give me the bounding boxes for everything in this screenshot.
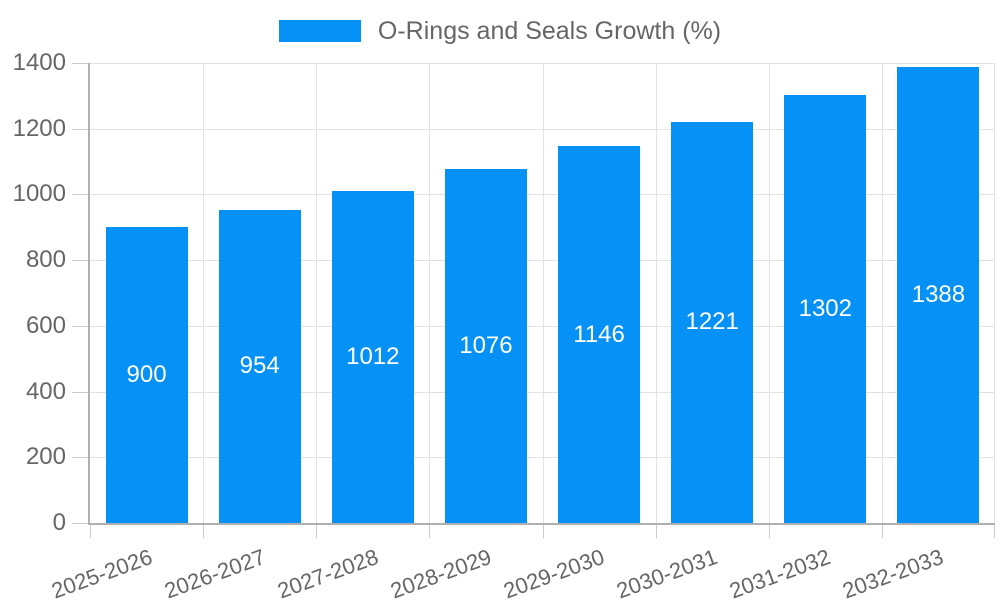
x-tick (994, 525, 995, 538)
y-tick (72, 260, 88, 262)
x-gridline (655, 63, 657, 523)
bar-2029-2030: 1146 (558, 146, 641, 523)
x-tick (881, 525, 883, 538)
x-gridline (768, 63, 770, 523)
bar-value-label: 1302 (798, 295, 852, 323)
bar-value-label: 1146 (573, 320, 625, 348)
chart-legend: O-Rings and Seals Growth (%) (0, 18, 1000, 44)
x-tick-label: 2032-2033 (839, 544, 947, 600)
x-tick (90, 525, 91, 538)
y-tick-label: 200 (25, 443, 66, 471)
bar-2027-2028: 1012 (331, 190, 414, 523)
x-tick-label: 2027-2028 (273, 544, 382, 600)
x-tick-label: 2025-2026 (47, 544, 156, 600)
bar-2025-2026: 900 (105, 227, 188, 523)
x-tick (316, 525, 318, 538)
bar-2030-2031: 1221 (671, 121, 754, 523)
x-tick-label: 2026-2027 (160, 544, 269, 600)
y-tick (72, 63, 88, 64)
bar-2028-2029: 1076 (444, 169, 527, 523)
bar-2031-2032: 1302 (784, 95, 867, 523)
x-tick (203, 525, 205, 538)
y-tick-label: 0 (52, 509, 66, 536)
x-tick-label: 2029-2030 (500, 544, 608, 600)
x-gridline (881, 63, 883, 523)
x-tick-label: 2028-2029 (387, 544, 495, 600)
y-tick (72, 194, 88, 196)
y-tick-label: 1400 (12, 49, 66, 76)
y-tick (72, 457, 88, 459)
y-tick (72, 391, 88, 393)
legend-swatch (278, 20, 361, 42)
y-tick-label: 400 (25, 377, 66, 405)
bar-value-label: 1076 (459, 332, 513, 360)
bar-2032-2033: 1388 (897, 66, 980, 523)
y-tick (72, 325, 88, 327)
bar-value-label: 1012 (346, 342, 400, 370)
x-tick-label: 2030-2031 (613, 544, 721, 600)
x-tick (655, 525, 657, 538)
x-gridline (429, 63, 431, 523)
bar-value-label: 1221 (685, 308, 739, 336)
x-gridline (542, 63, 544, 523)
y-tick (72, 128, 88, 130)
y-tick-label: 1200 (12, 114, 66, 142)
x-tick (542, 525, 544, 538)
bar-value-label: 954 (239, 352, 280, 380)
x-tick (429, 525, 431, 538)
y-tick (72, 523, 88, 524)
plot-area: 0 200 400 600 800 1000 1200 1400 900 954 1012 1076 1… (13, 49, 995, 600)
bar-value-label: 1388 (911, 280, 966, 308)
y-tick-label: 800 (25, 246, 66, 274)
legend-label: O-Rings and Seals Growth (%) (377, 17, 722, 45)
x-tick-label: 2031-2032 (726, 544, 834, 600)
bar-value-label: 900 (126, 361, 167, 389)
x-gridline (316, 63, 318, 523)
x-tick (768, 525, 770, 538)
x-gridline (994, 63, 995, 523)
legend-item[interactable]: O-Rings and Seals Growth (%) (278, 17, 722, 45)
x-gridline (203, 63, 205, 523)
y-tick-label: 1000 (12, 180, 66, 208)
y-tick-label: 600 (25, 311, 66, 339)
bar-2026-2027: 954 (218, 209, 301, 523)
